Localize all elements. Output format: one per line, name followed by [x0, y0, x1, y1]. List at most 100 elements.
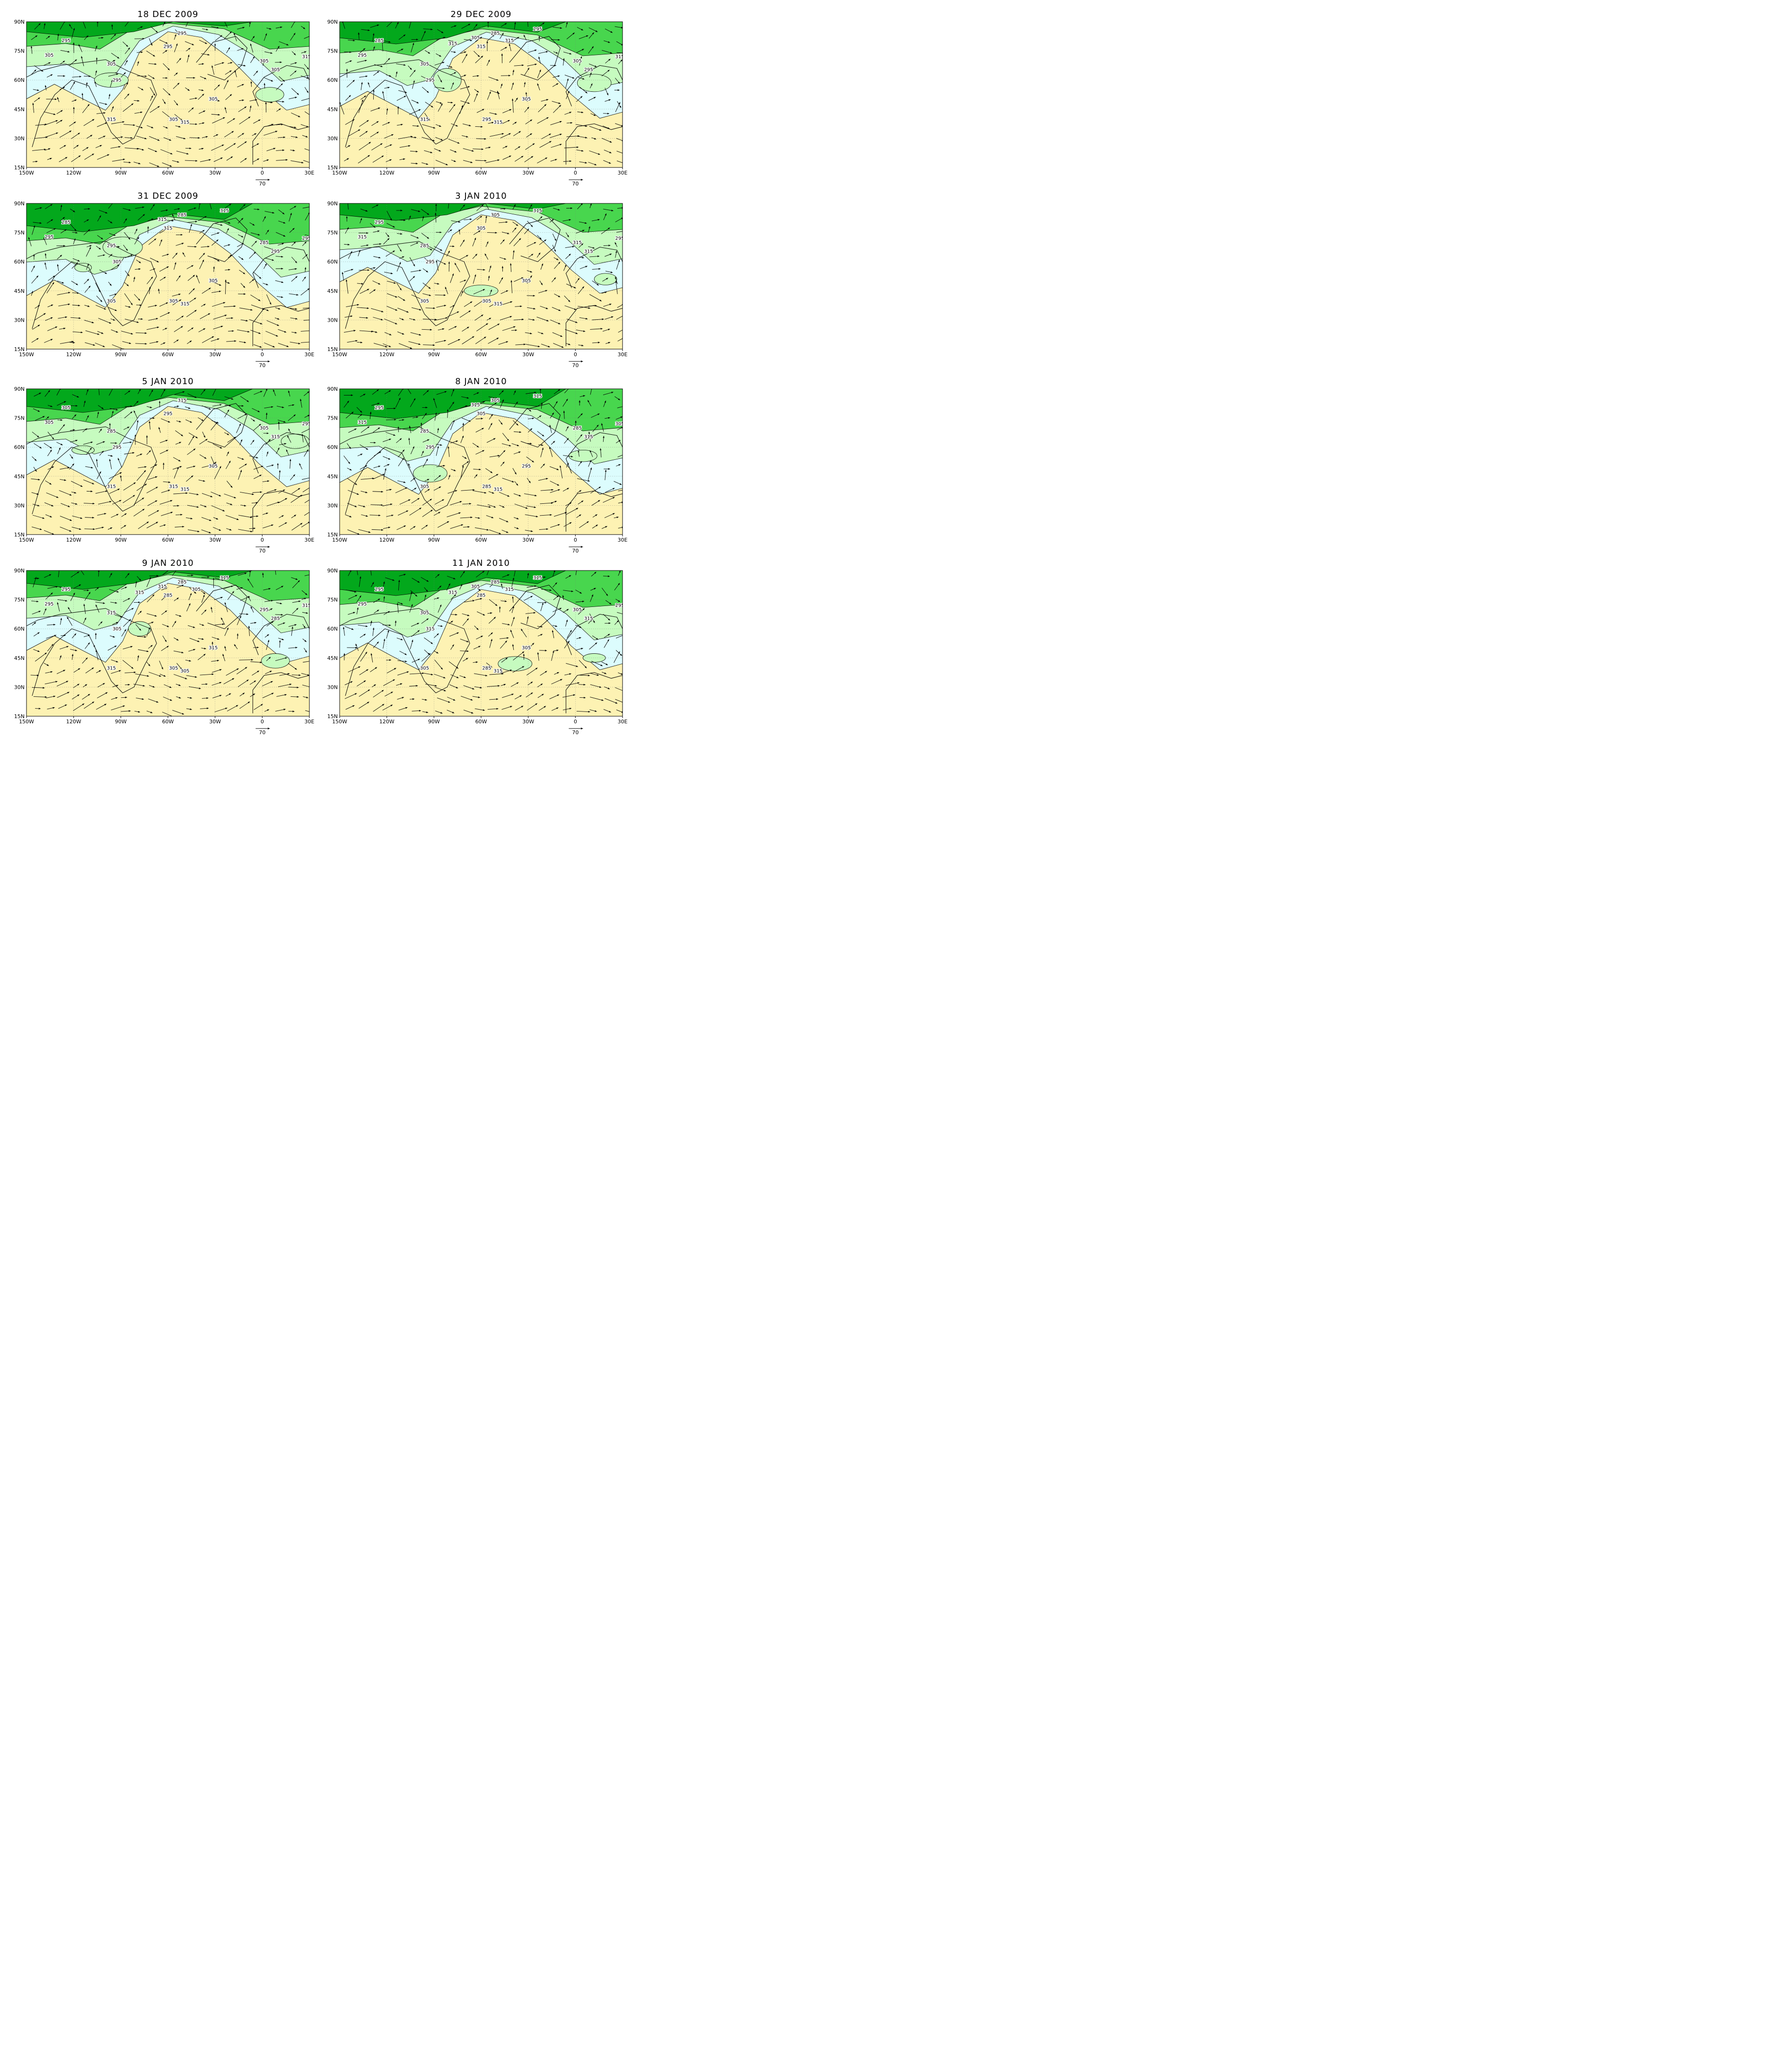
wind-vector: [148, 238, 157, 245]
wind-vector: [213, 134, 219, 137]
wind-vector: [357, 60, 367, 63]
wind-vector: [395, 71, 398, 78]
wind-vector: [109, 60, 115, 63]
panel-title: 11 JAN 2010: [452, 558, 510, 568]
wind-vector: [251, 143, 259, 148]
lon-tick-label: 0: [574, 719, 577, 725]
wind-vector: [264, 246, 274, 250]
wind-vector: [249, 22, 251, 27]
lon-tick-label: 60W: [475, 719, 487, 725]
wind-vector: [44, 148, 51, 151]
contour-label: 285: [573, 426, 582, 431]
wind-vector: [604, 40, 610, 43]
wind-vector: [421, 137, 435, 141]
contour-label: 315: [169, 484, 178, 489]
wind-vector: [275, 45, 280, 52]
contour-label: 305: [260, 426, 269, 431]
contour-label: 295: [482, 117, 491, 122]
wind-vector: [382, 91, 385, 100]
map-figure-svg: 18 DEC 200929529530530529529530530530531…: [14, 9, 628, 736]
wind-vector: [359, 48, 366, 54]
contour-label: 295: [260, 607, 269, 613]
wind-vector: [187, 246, 197, 248]
wind-vector: [137, 26, 143, 29]
wind-vector: [360, 82, 363, 90]
wind-vector: [291, 113, 300, 117]
contour-label: 305: [169, 299, 178, 304]
lat-tick-label: 45N: [14, 655, 25, 661]
wind-vector: [124, 254, 133, 258]
wind-vector: [215, 35, 222, 41]
wind-vector: [35, 123, 47, 126]
lat-tick-label: 75N: [14, 415, 25, 421]
wind-vector: [564, 74, 575, 79]
wind-vector: [46, 228, 56, 233]
wind-vector: [386, 22, 394, 27]
contour-label: 315: [533, 394, 542, 399]
panel-title: 5 JAN 2010: [142, 377, 193, 386]
wind-vector: [396, 63, 406, 66]
wind-vector: [198, 89, 204, 91]
wind-vector: [32, 103, 35, 113]
wind-vector: [450, 72, 456, 76]
wind-vector: [275, 101, 284, 103]
wind-vector: [109, 233, 116, 236]
contour-label: 305: [522, 278, 531, 283]
wind-vector: [149, 87, 155, 96]
map-area: 2952852953053152853053152852953053153053…: [340, 571, 623, 716]
wind-vector: [87, 490, 93, 492]
contour-label: 305: [471, 584, 480, 589]
coastline: [340, 59, 470, 148]
wind-vector: [602, 125, 610, 129]
contour-label: 295: [113, 445, 122, 450]
wind-vector: [500, 33, 504, 39]
wind-vector: [551, 144, 562, 148]
wind-vector: [537, 157, 548, 164]
wind-vector: [234, 33, 237, 42]
wind-vector: [210, 203, 212, 210]
wind-vector: [148, 148, 158, 152]
lon-tick-label: 0: [261, 170, 264, 176]
wind-vector: [435, 137, 443, 140]
wind-vector: [251, 232, 260, 236]
wind-vector: [460, 86, 470, 89]
wind-vector: [174, 114, 183, 121]
wind-vector: [72, 76, 81, 78]
wind-vector: [289, 97, 297, 99]
lon-tick-label: 60W: [162, 351, 174, 358]
wind-vector: [60, 22, 65, 30]
wind-vector: [124, 22, 129, 27]
wind-vector: [291, 88, 299, 95]
contour-label: 295: [375, 587, 384, 592]
wind-vector: [264, 51, 272, 54]
wind-vector: [344, 158, 349, 161]
wind-vector: [577, 111, 584, 114]
wind-vector: [539, 140, 552, 148]
contour-label: 315: [163, 226, 172, 231]
wind-vector: [110, 34, 116, 40]
wind-vector: [71, 132, 80, 139]
wind-vector: [371, 143, 383, 150]
wind-vector: [199, 40, 207, 44]
lat-tick-label: 30N: [14, 317, 25, 323]
map-area: 2852852953052953153052952953153053153152…: [340, 22, 623, 167]
contour-label: 315: [584, 249, 593, 255]
contour-label: 295: [61, 38, 70, 44]
wind-vector: [249, 105, 252, 112]
lon-tick-label: 60W: [162, 170, 174, 176]
wind-vector: [538, 51, 548, 54]
wind-vector: [110, 146, 121, 149]
wind-vector: [435, 124, 441, 127]
map-panel: 3 JAN 2010295305315285295305315315305295…: [327, 191, 628, 369]
contour-label: 305: [420, 299, 429, 304]
wind-vector: [618, 59, 623, 64]
wind-vector: [237, 48, 244, 51]
wind-vector: [614, 78, 620, 84]
wind-vector: [78, 44, 82, 53]
wind-vector: [249, 99, 257, 102]
wind-vector: [46, 35, 50, 39]
coastline: [252, 246, 309, 288]
wind-vector: [476, 109, 484, 113]
wind-vector: [396, 48, 404, 53]
